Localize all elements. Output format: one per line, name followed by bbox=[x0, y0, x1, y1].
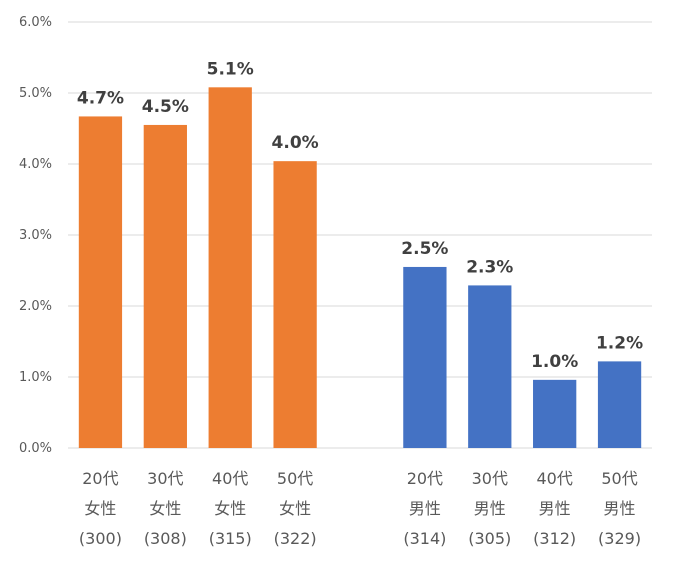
bar bbox=[143, 124, 187, 448]
bar bbox=[208, 87, 252, 448]
x-category-label: 女性 bbox=[279, 499, 311, 518]
x-category-label: (314) bbox=[403, 529, 446, 548]
bar bbox=[597, 361, 642, 448]
bar bbox=[273, 161, 317, 448]
data-label: 2.3% bbox=[466, 257, 513, 277]
x-category-label: 30代 bbox=[147, 469, 183, 488]
y-tick-label: 1.0% bbox=[19, 370, 52, 385]
x-category-label: 男性 bbox=[474, 499, 506, 518]
x-category-label: 40代 bbox=[212, 469, 248, 488]
data-label: 1.0% bbox=[531, 352, 578, 372]
y-tick-label: 6.0% bbox=[19, 15, 52, 30]
x-category-label: 20代 bbox=[82, 469, 118, 488]
x-category-label: 男性 bbox=[409, 499, 441, 518]
data-label: 4.7% bbox=[77, 88, 124, 108]
x-category-label: (315) bbox=[209, 529, 252, 548]
data-label: 2.5% bbox=[401, 239, 448, 259]
x-category-label: 50代 bbox=[277, 469, 313, 488]
x-category-label: (312) bbox=[533, 529, 576, 548]
y-tick-label: 4.0% bbox=[19, 157, 52, 172]
y-tick-label: 0.0% bbox=[19, 441, 52, 456]
bar bbox=[533, 379, 577, 448]
bars bbox=[78, 87, 642, 449]
x-category-label: 男性 bbox=[539, 499, 571, 518]
x-category-label: 女性 bbox=[214, 499, 246, 518]
x-category-label: (308) bbox=[144, 529, 187, 548]
x-category-label: 40代 bbox=[536, 469, 572, 488]
data-label: 4.0% bbox=[272, 133, 319, 153]
data-label: 5.1% bbox=[207, 59, 254, 79]
y-tick-label: 2.0% bbox=[19, 299, 52, 314]
x-category-label: 20代 bbox=[407, 469, 443, 488]
x-category-label: (300) bbox=[79, 529, 122, 548]
bar bbox=[403, 266, 447, 448]
y-axis: 0.0% 1.0% 2.0% 3.0% 4.0% 5.0% 6.0% bbox=[19, 15, 652, 456]
data-label: 4.5% bbox=[142, 97, 189, 117]
x-category-label: 男性 bbox=[604, 499, 636, 518]
y-tick-label: 5.0% bbox=[19, 86, 52, 101]
x-category-label: 女性 bbox=[149, 499, 181, 518]
x-category-label: (322) bbox=[274, 529, 317, 548]
bar bbox=[78, 116, 123, 449]
x-category-label: 女性 bbox=[84, 499, 116, 518]
y-tick-label: 3.0% bbox=[19, 228, 52, 243]
x-category-label: (329) bbox=[598, 529, 641, 548]
data-label: 1.2% bbox=[596, 333, 643, 353]
x-category-label: 30代 bbox=[472, 469, 508, 488]
data-labels: 4.7% 4.5% 5.1% 4.0% 2.5% 2.3% 1.0% 1.2% bbox=[77, 59, 643, 372]
bar bbox=[468, 285, 512, 448]
x-category-label: 50代 bbox=[601, 469, 637, 488]
x-category-label: (305) bbox=[468, 529, 511, 548]
